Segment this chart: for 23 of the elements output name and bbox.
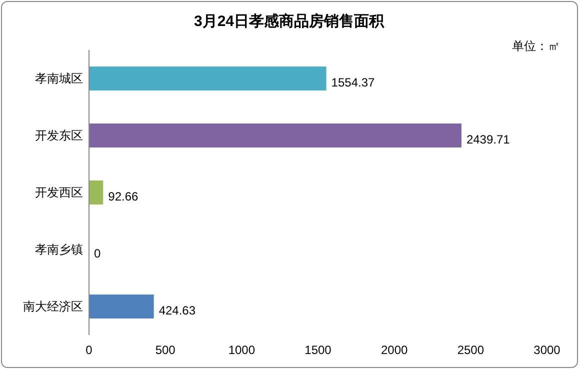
y-tick-label: 孝南乡镇: [35, 242, 83, 256]
y-tick-label: 孝南城区: [35, 72, 83, 86]
data-label: 1554.37: [331, 76, 376, 90]
x-tick-label: 2500: [457, 343, 484, 357]
data-label: 92.66: [108, 190, 138, 204]
bar: [89, 180, 104, 204]
x-tick-label: 3000: [534, 343, 561, 357]
chart-title: 3月24日孝感商品房销售面积: [194, 12, 386, 30]
bar: [89, 124, 462, 148]
y-tick-label: 南大经济区: [23, 300, 83, 314]
data-label: 424.63: [158, 304, 196, 318]
x-tick-label: 1500: [304, 343, 332, 357]
y-tick-label: 开发东区: [35, 128, 83, 142]
y-tick-label: 开发西区: [35, 186, 83, 200]
x-tick-label: 0: [86, 343, 93, 357]
bar: [89, 66, 326, 90]
bar: [89, 294, 154, 318]
data-label: 0: [94, 246, 101, 260]
data-label: 2439.71: [466, 132, 510, 146]
x-tick-label: 1000: [228, 343, 256, 357]
x-tick-label: 2000: [380, 343, 408, 357]
annotation: 单位：㎡: [512, 39, 560, 53]
x-tick-label: 500: [155, 343, 176, 357]
